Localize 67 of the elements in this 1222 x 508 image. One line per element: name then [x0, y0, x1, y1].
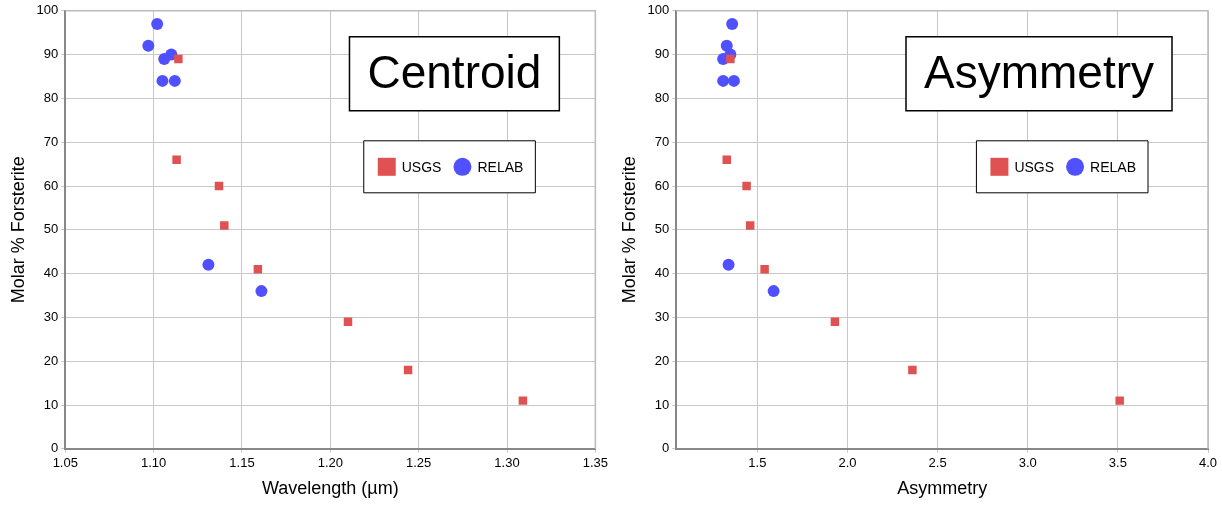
y-tick-label: 40 [654, 265, 670, 281]
x-tick-label: 1.35 [582, 455, 609, 471]
point [760, 264, 769, 274]
point [726, 17, 739, 30]
x-axis-title: Wavelength (µm) [261, 478, 399, 499]
y-axis-title: Molar % Forsterite [7, 156, 28, 304]
y-axis-title: Molar % Forsterite [618, 156, 639, 304]
y-tick-label: 60 [654, 177, 670, 193]
y-tick-label: 100 [647, 2, 670, 18]
y-tick-label: 90 [43, 46, 59, 62]
y-tick-label: 40 [43, 265, 59, 281]
x-tick-label: 1.20 [317, 455, 343, 471]
point [908, 365, 917, 375]
x-tick-label: 3.5 [1108, 455, 1127, 471]
point [220, 221, 229, 230]
point [518, 396, 528, 405]
y-tick-label: 10 [654, 396, 670, 412]
x-tick-label: 1.15 [229, 455, 255, 471]
text: Asymmetry [924, 46, 1154, 99]
point [726, 54, 735, 64]
x-tick-label: 1.25 [406, 455, 432, 471]
legend-label: USGS [401, 158, 442, 175]
x-tick-label: 3.0 [1018, 455, 1037, 471]
x-tick-label: 4.0 [1198, 455, 1218, 471]
point [151, 17, 164, 30]
y-tick-label: 50 [43, 221, 59, 237]
y-tick-label: 80 [43, 89, 59, 105]
y-tick-label: 30 [43, 308, 59, 324]
point [742, 181, 751, 191]
y-tick-label: 20 [654, 352, 670, 368]
y-tick-label: 0 [662, 440, 670, 456]
y-tick-label: 20 [43, 352, 59, 368]
x-axis-title: Asymmetry [897, 478, 988, 499]
point [255, 285, 268, 298]
point [722, 155, 731, 164]
point [727, 74, 740, 87]
text: Centroid [367, 46, 542, 99]
point [202, 258, 215, 271]
y-tick-label: 90 [654, 46, 670, 62]
y-tick-label: 100 [36, 2, 59, 18]
y-tick-label: 60 [43, 177, 59, 193]
x-tick-label: 1.30 [494, 455, 520, 471]
x-tick-label: 1.10 [140, 455, 167, 471]
y-tick-label: 30 [654, 308, 670, 324]
y-tick-label: 50 [654, 221, 670, 237]
x-tick-label: 1.05 [52, 455, 78, 471]
point [722, 258, 735, 271]
point [717, 74, 730, 87]
point [142, 39, 155, 52]
y-tick-label: 70 [654, 133, 670, 149]
legend-label: USGS [1014, 158, 1055, 175]
x-tick-label: 1.5 [748, 455, 767, 471]
point [156, 74, 169, 87]
y-tick-label: 70 [43, 133, 59, 149]
y-tick-label: 80 [654, 89, 670, 105]
legend-label: RELAB [1090, 158, 1137, 175]
legend-label: RELAB [477, 158, 524, 175]
point [767, 285, 780, 298]
point [172, 155, 181, 164]
point [174, 54, 183, 64]
y-tick-label: 0 [51, 440, 59, 456]
point [168, 74, 181, 87]
x-tick-label: 2.0 [838, 455, 857, 471]
point [1115, 396, 1124, 405]
point [745, 221, 755, 230]
x-tick-label: 2.5 [928, 455, 947, 471]
y-tick-label: 10 [43, 396, 59, 412]
